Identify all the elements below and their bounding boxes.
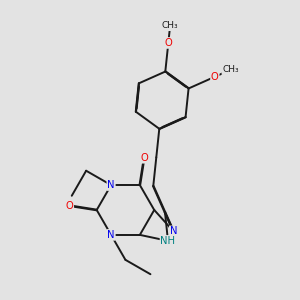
Text: O: O [164,38,172,48]
Text: N: N [107,230,115,240]
Text: O: O [140,153,148,163]
Text: CH₃: CH₃ [162,21,178,30]
Text: N: N [107,180,115,190]
Text: N: N [170,226,177,236]
Text: O: O [65,201,73,211]
Text: NH: NH [160,236,175,246]
Text: O: O [211,72,219,82]
Text: CH₃: CH₃ [222,65,239,74]
